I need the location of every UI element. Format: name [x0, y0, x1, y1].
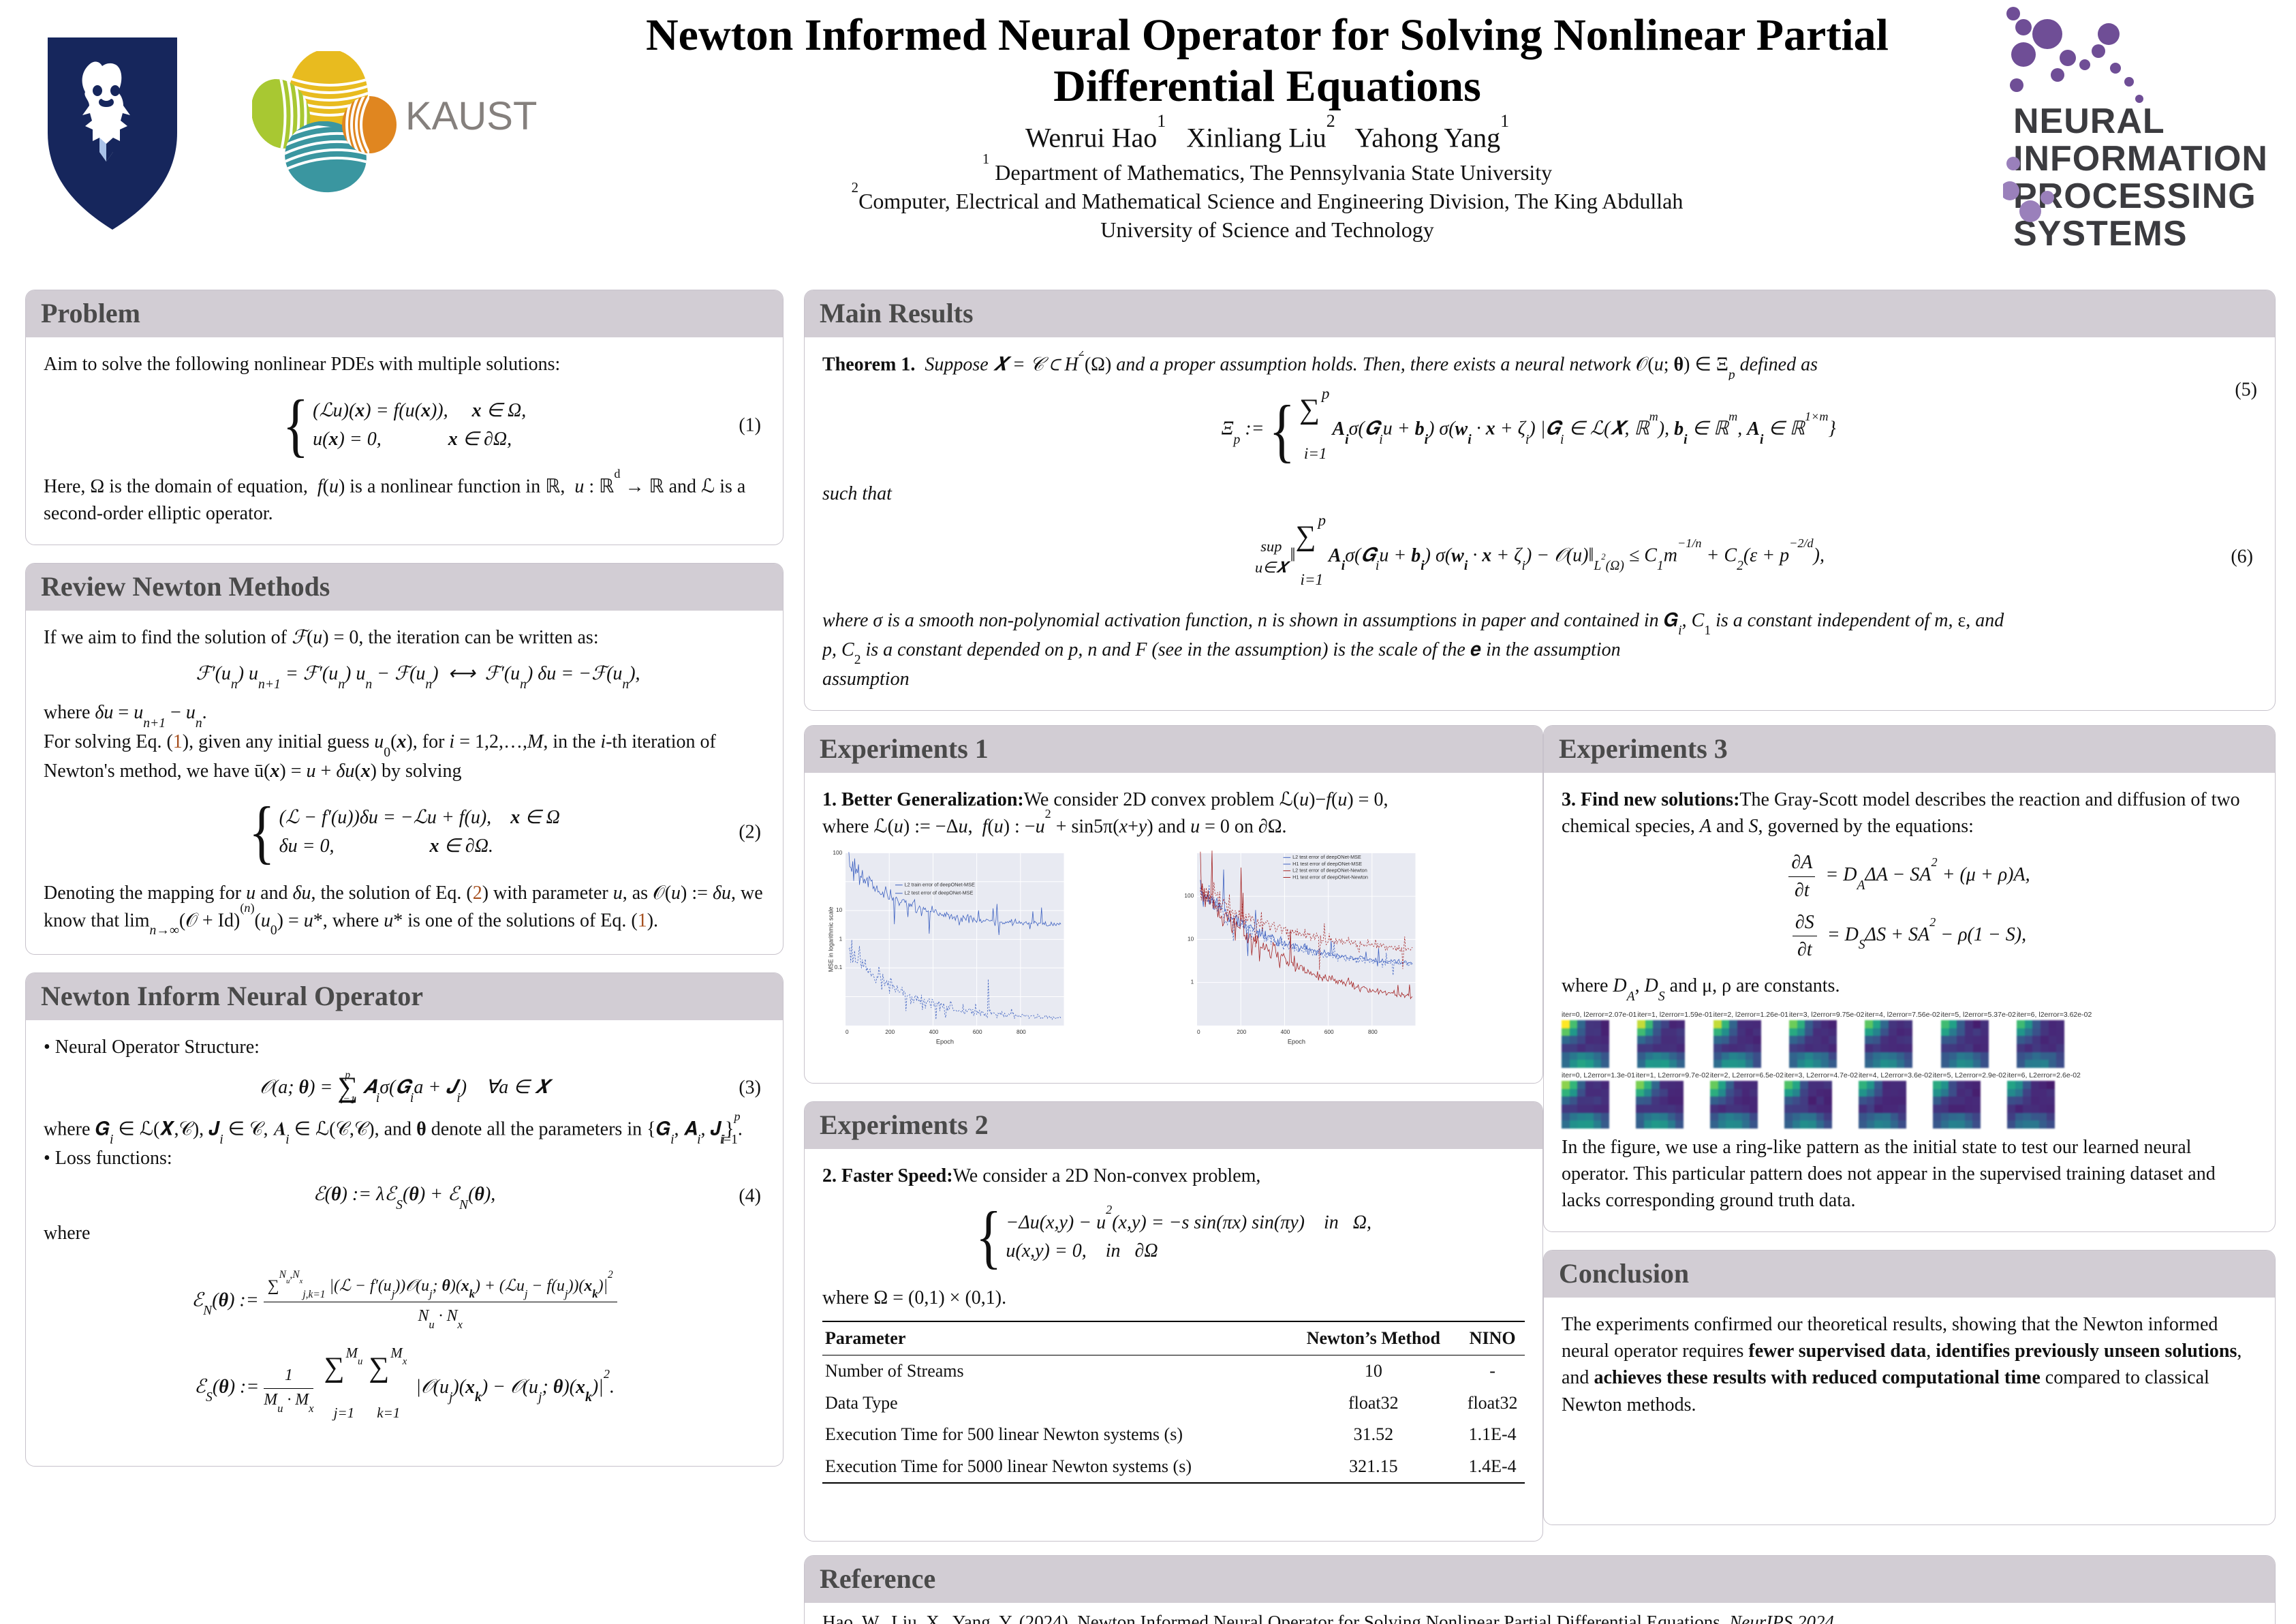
svg-text:800: 800	[1017, 1029, 1026, 1035]
svg-text:1: 1	[1190, 979, 1194, 985]
svg-text:H1 test error of deepONet-MSE: H1 test error of deepONet-MSE	[1292, 861, 1362, 867]
svg-text:0: 0	[846, 1029, 849, 1035]
svg-text:200: 200	[885, 1029, 895, 1035]
svg-text:600: 600	[973, 1029, 982, 1035]
svg-text:SYSTEMS: SYSTEMS	[2013, 214, 2188, 252]
svg-text:NEURAL: NEURAL	[2013, 102, 2165, 141]
svg-text:Epoch: Epoch	[1287, 1038, 1305, 1045]
svg-text:0: 0	[1197, 1029, 1200, 1035]
svg-text:600: 600	[1324, 1029, 1333, 1035]
svg-text:200: 200	[1237, 1029, 1246, 1035]
svg-text:L2 test error of deepONet-MSE: L2 test error of deepONet-MSE	[905, 889, 974, 895]
svg-text:1: 1	[839, 936, 843, 942]
svg-text:L2 train error of deepONet-MSE: L2 train error of deepONet-MSE	[905, 881, 975, 887]
svg-text:L2 test error of deepONet-Newt: L2 test error of deepONet-Newton	[1292, 867, 1367, 873]
svg-text:10: 10	[836, 907, 843, 913]
svg-text:MSE in logarithmic scale: MSE in logarithmic scale	[828, 906, 835, 972]
svg-text:400: 400	[1280, 1029, 1290, 1035]
svg-text:400: 400	[929, 1029, 939, 1035]
svg-text:100: 100	[1184, 893, 1194, 899]
svg-text:Epoch: Epoch	[936, 1038, 954, 1045]
svg-text:H1 test error of deepONet-Newt: H1 test error of deepONet-Newton	[1292, 874, 1368, 880]
svg-text:L2 test error of deepONet-MSE: L2 test error of deepONet-MSE	[1292, 854, 1361, 860]
svg-text:800: 800	[1367, 1029, 1377, 1035]
svg-text:INFORMATION: INFORMATION	[2013, 139, 2268, 179]
svg-text:10: 10	[1187, 936, 1194, 942]
svg-text:KAUST: KAUST	[405, 94, 537, 138]
svg-text:0.1: 0.1	[835, 964, 843, 970]
svg-text:100: 100	[833, 850, 842, 856]
